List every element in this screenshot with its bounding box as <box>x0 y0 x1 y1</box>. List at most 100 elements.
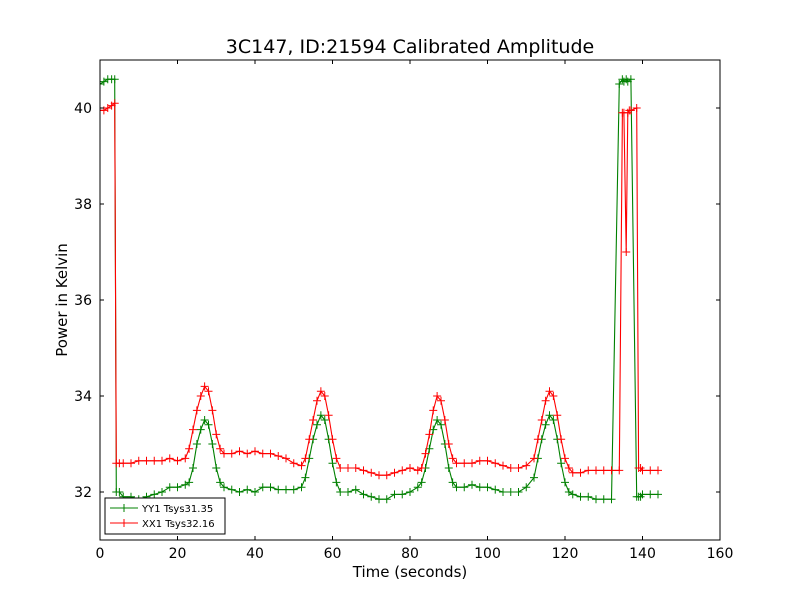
data-point-marker <box>557 435 566 444</box>
y-axis-label: Power in Kelvin <box>53 243 71 357</box>
data-point-marker <box>351 485 360 494</box>
data-point-marker <box>622 248 631 256</box>
data-point-marker <box>406 488 414 496</box>
data-point-marker <box>216 478 225 487</box>
data-point-marker <box>258 449 267 458</box>
data-point-marker <box>549 392 558 400</box>
data-point-marker <box>444 440 453 448</box>
data-point-marker <box>344 488 352 496</box>
data-point-marker <box>413 483 422 492</box>
data-point-marker <box>460 483 469 492</box>
data-point-marker <box>646 490 655 499</box>
data-point-marker <box>266 483 275 492</box>
chart-title: 3C147, ID:21594 Calibrated Amplitude <box>226 36 594 58</box>
data-point-marker <box>499 488 507 496</box>
data-point-marker <box>336 488 345 496</box>
data-point-marker <box>425 430 434 439</box>
data-point-marker <box>541 396 550 405</box>
data-point-marker <box>576 492 585 501</box>
data-point-marker <box>181 454 190 463</box>
x-tick-label: 100 <box>474 546 501 562</box>
data-point-marker <box>607 466 616 475</box>
data-point-marker <box>208 406 217 415</box>
data-point-marker <box>460 459 469 468</box>
data-point-marker <box>599 495 608 504</box>
data-point-marker <box>100 80 104 88</box>
data-point-marker <box>448 454 457 463</box>
data-point-marker <box>134 456 143 465</box>
data-point-marker <box>440 416 449 424</box>
data-point-marker <box>332 478 341 487</box>
data-point-marker <box>584 466 593 475</box>
data-point-marker <box>258 483 267 492</box>
legend-label-xx1: XX1 Tsys32.16 <box>142 519 215 530</box>
data-point-marker <box>541 420 550 429</box>
data-point-marker <box>398 466 407 475</box>
legend-label-yy1: YY1 Tsys31.35 <box>141 504 213 515</box>
x-axis: 0 20 40 60 80 100 120 140 160 <box>96 60 733 562</box>
data-point-marker <box>654 466 662 475</box>
data-point-marker <box>561 478 569 487</box>
data-point-marker <box>165 454 174 463</box>
x-tick-label: 120 <box>552 546 579 562</box>
data-point-marker <box>110 75 119 84</box>
data-point-marker <box>212 464 221 472</box>
data-point-marker <box>297 483 306 492</box>
data-point-marker <box>301 473 310 482</box>
data-point-marker <box>216 444 225 453</box>
data-point-marker <box>545 387 554 396</box>
data-point-marker <box>297 461 306 470</box>
data-point-marker <box>336 464 345 472</box>
data-point-marker <box>615 466 624 475</box>
data-point-marker <box>220 449 228 458</box>
data-point-marker <box>382 471 391 480</box>
data-point-marker <box>533 435 542 444</box>
data-point-marker <box>390 490 399 499</box>
legend-box <box>104 497 226 535</box>
y-tick-label: 34 <box>74 389 92 405</box>
data-point-marker <box>557 459 566 468</box>
data-point-marker <box>185 444 194 453</box>
y-tick-label: 32 <box>74 485 92 501</box>
data-point-marker <box>142 456 151 465</box>
legend-marker-yy1 <box>120 504 128 512</box>
data-point-marker <box>506 464 515 472</box>
data-point-marker <box>452 459 461 468</box>
data-point-marker <box>200 382 209 391</box>
data-point-marker <box>448 478 457 487</box>
data-point-marker <box>468 459 476 468</box>
data-point-marker <box>444 464 453 472</box>
data-point-marker <box>150 490 159 499</box>
data-point-marker <box>615 80 624 88</box>
data-point-marker <box>204 387 213 396</box>
data-point-marker <box>437 396 445 405</box>
legend: YY1 Tsys31.35 XX1 Tsys32.16 <box>104 497 226 535</box>
data-point-marker <box>530 473 538 482</box>
data-point-marker <box>119 459 128 468</box>
data-point-marker <box>324 411 333 420</box>
data-point-marker <box>522 483 531 492</box>
series-layer <box>100 75 662 504</box>
data-point-marker <box>491 485 500 494</box>
data-point-marker <box>282 454 290 463</box>
x-tick-label: 80 <box>401 546 419 562</box>
data-point-marker <box>499 461 507 470</box>
data-point-marker <box>398 490 407 499</box>
data-point-marker <box>127 459 135 468</box>
y-axis: 32 34 36 38 40 <box>74 101 720 501</box>
data-point-marker <box>626 75 635 84</box>
data-point-marker <box>568 490 577 499</box>
data-point-marker <box>483 456 492 465</box>
data-point-marker <box>289 459 298 468</box>
data-point-marker <box>584 492 593 501</box>
plot-background <box>100 60 720 540</box>
data-point-marker <box>274 485 283 494</box>
data-point-marker <box>382 495 391 504</box>
data-point-marker <box>305 435 314 444</box>
data-point-marker <box>150 456 159 465</box>
data-point-marker <box>437 420 445 429</box>
data-point-marker <box>592 495 600 504</box>
x-tick-label: 0 <box>96 546 105 562</box>
